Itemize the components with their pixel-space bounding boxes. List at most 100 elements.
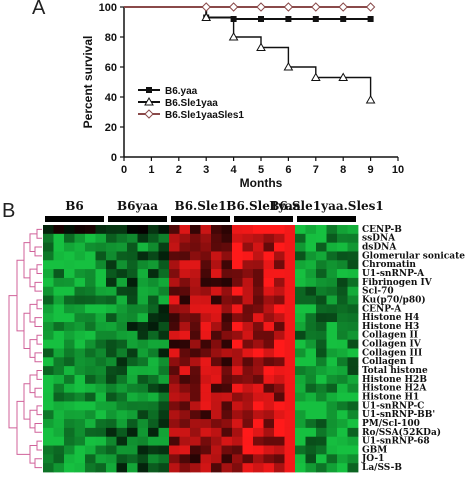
dendrogram-branch (34, 317, 42, 327)
heatmap-cell (337, 304, 348, 314)
x-tick-label: 8 (340, 164, 346, 176)
heatmap-cell (263, 313, 275, 323)
heatmap-cell (274, 233, 285, 244)
heatmap-cell (53, 401, 65, 411)
data-point (312, 16, 319, 22)
heatmap-cell (158, 260, 170, 270)
heatmap-cell (106, 295, 117, 305)
heatmap-cell (253, 295, 264, 305)
y-axis-title: Percent survival (81, 36, 95, 129)
heatmap-cell (316, 410, 327, 420)
series-1 (124, 6, 376, 104)
heatmap-cell (326, 445, 338, 455)
heatmap-cell (316, 304, 327, 314)
heatmap-cell (74, 322, 86, 332)
heatmap-cell (53, 330, 65, 341)
heatmap-cell (326, 454, 338, 464)
heatmap-cell (305, 313, 317, 323)
heatmap-cell (95, 313, 107, 323)
heatmap-cell (116, 463, 128, 473)
group-bar (171, 216, 230, 222)
heatmap-cell (95, 348, 107, 358)
heatmap-cell (347, 383, 359, 394)
heatmap-cell (158, 339, 170, 349)
heatmap-cell (53, 233, 65, 244)
heatmap-cell (116, 304, 128, 314)
heatmap-cell (53, 348, 65, 358)
heatmap-cell (295, 330, 306, 341)
heatmap-cell (53, 374, 65, 385)
heatmap-cell (43, 269, 54, 279)
heatmap-cell (221, 233, 233, 244)
heatmap-cell (284, 454, 296, 464)
heatmap-cell (284, 436, 296, 446)
heatmap-cell (347, 454, 359, 464)
heatmap-cell (200, 277, 212, 288)
heatmap-cell (74, 366, 86, 376)
heatmap-cell (253, 419, 264, 429)
heatmap-cell (316, 383, 327, 394)
heatmap-cell (211, 374, 222, 385)
heatmap-cell (43, 295, 54, 305)
heatmap-cell (158, 251, 170, 261)
heatmap-cell (316, 313, 327, 323)
heatmap-cell (242, 242, 254, 252)
heatmap-cell (190, 454, 201, 464)
heatmap-cell (179, 366, 191, 376)
heatmap-cell (43, 410, 54, 420)
heatmap-cell (169, 286, 180, 296)
heatmap-cell (127, 225, 138, 235)
legend-label: B6.Sle1yaa (165, 98, 218, 109)
heatmap-cell (242, 260, 254, 270)
heatmap-cell (169, 445, 180, 455)
heatmap-cell (127, 427, 138, 438)
heatmap-cell (347, 366, 359, 376)
heatmap-cell (263, 277, 275, 288)
heatmap-cell (347, 322, 359, 332)
heatmap-cell (85, 269, 96, 279)
heatmap-cell (158, 374, 170, 385)
heatmap-cell (284, 383, 296, 394)
heatmap-cell (200, 427, 212, 438)
heatmap-cell (179, 454, 191, 464)
heatmap-cell (284, 260, 296, 270)
heatmap-cell (347, 348, 359, 358)
x-tick-label: 3 (203, 164, 209, 176)
heatmap-cell (95, 383, 107, 394)
group-label: B6.Sle1yaa.Sles1 (269, 199, 384, 213)
heatmap-cell (326, 410, 338, 420)
heatmap-cell (158, 304, 170, 314)
heatmap-cell (337, 225, 348, 235)
heatmap-cell (200, 269, 212, 279)
heatmap-cell (137, 454, 149, 464)
heatmap-cell (43, 454, 54, 464)
heatmap-cell (95, 260, 107, 270)
heatmap-cell (127, 383, 138, 394)
heatmap-cell (347, 251, 359, 261)
heatmap-cell (158, 295, 170, 305)
heatmap-cell (253, 260, 264, 270)
heatmap-cell (179, 322, 191, 332)
heatmap-cell (295, 383, 306, 394)
dendrogram-branch (29, 374, 37, 394)
heatmap-cell (337, 401, 348, 411)
heatmap-cell (211, 383, 222, 394)
heatmap-cell (85, 366, 96, 376)
heatmap-cell (295, 260, 306, 270)
heatmap-cell (85, 295, 96, 305)
dendrogram-branch (34, 246, 42, 257)
heatmap-cell (274, 436, 285, 446)
heatmap-cell (211, 330, 222, 341)
heatmap-cell (106, 366, 117, 376)
heatmap-cell (211, 313, 222, 323)
row-label: Chromatin (362, 260, 416, 270)
heatmap-cell (74, 269, 86, 279)
heatmap-cell (169, 260, 180, 270)
heatmap-cell (295, 366, 306, 376)
heatmap-cell (85, 251, 96, 261)
heatmap-cell (74, 348, 86, 358)
heatmap-cell (337, 322, 348, 332)
heatmap-cell (116, 419, 128, 429)
heatmap-cell (85, 225, 96, 235)
heatmap-cell (106, 251, 117, 261)
